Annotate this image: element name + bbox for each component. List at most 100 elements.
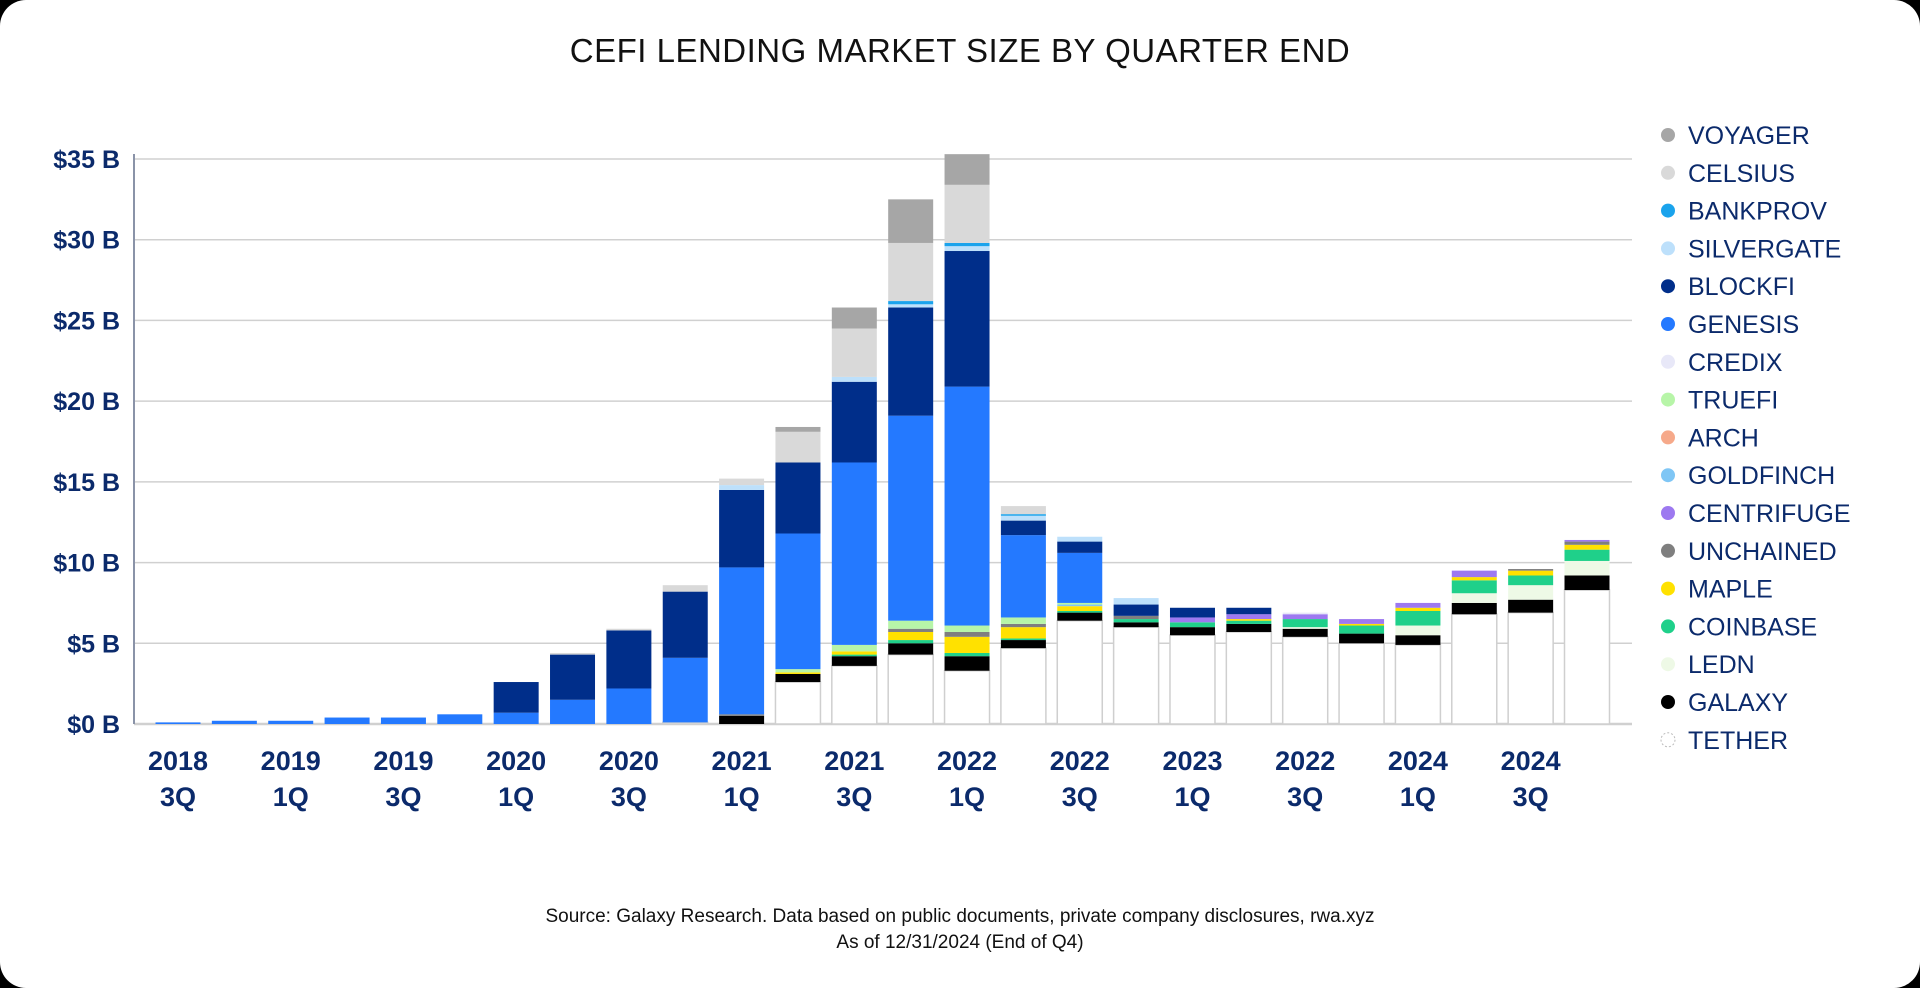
- legend-marker-celsius: [1661, 165, 1675, 180]
- legend-label-voyager: VOYAGER: [1688, 122, 1810, 150]
- legend-marker-blockfi: [1661, 279, 1675, 294]
- bar-segment-blockfi: [493, 682, 539, 713]
- legend-marker-unchained: [1661, 543, 1675, 558]
- bar-segment-galaxy: [1000, 640, 1046, 649]
- bar-segment-truefi: [831, 644, 877, 652]
- bar-segment-silvergate: [1057, 536, 1103, 542]
- bar-segment-celsius: [1000, 506, 1046, 515]
- bar-segment-galaxy: [775, 673, 821, 683]
- bar-segment-coinbase: [944, 652, 990, 657]
- bar-segment-tether: [1056, 619, 1104, 725]
- bar-segment-bankprov: [888, 301, 934, 305]
- legend-marker-tether: [1660, 732, 1676, 748]
- bar-segment-tether: [831, 665, 878, 725]
- bar-segment-silvergate: [831, 376, 877, 382]
- bar-segment-coinbase: [888, 640, 934, 644]
- legend-label-bankprov: BANKPROV: [1688, 198, 1827, 226]
- bar-segment-celsius: [944, 184, 990, 243]
- legend-label-centrifuge: CENTRIFUGE: [1688, 500, 1851, 528]
- bar-segment-galaxy: [1282, 628, 1328, 637]
- x-tick-label: 2022: [1275, 746, 1335, 776]
- x-tick-label: 2024: [1388, 746, 1448, 776]
- bar-segment-celsius: [662, 585, 708, 592]
- legend-marker-maple: [1661, 581, 1675, 596]
- legend-label-goldfinch: GOLDFINCH: [1688, 462, 1835, 490]
- bar-segment-maple: [1226, 619, 1272, 621]
- bar-segment-unchained: [888, 628, 934, 632]
- y-tick-label: $5 B: [67, 630, 120, 658]
- legend-label-celsius: CELSIUS: [1688, 160, 1795, 188]
- y-tick-label: $10 B: [53, 550, 120, 578]
- bar-segment-truefi: [944, 625, 990, 632]
- bar-segment-coinbase: [1508, 575, 1554, 586]
- bar-segment-celsius: [775, 431, 821, 463]
- bar-segment-centrifuge: [1169, 617, 1215, 623]
- bar-segment-bankprov: [944, 242, 990, 247]
- bar-segment-galaxy: [1226, 623, 1272, 632]
- bar-segment-unchained: [1000, 623, 1046, 628]
- bar-segment-ledn: [1508, 585, 1554, 600]
- bar-segment-galaxy: [1057, 612, 1103, 621]
- bar-segment-truefi: [1000, 617, 1046, 624]
- bar-segment-maple: [775, 672, 821, 674]
- bar-segment-blockfi: [888, 307, 934, 416]
- bar-segment-voyager: [775, 426, 821, 432]
- bar-segment-centrifuge: [1226, 614, 1272, 620]
- bar-segment-truefi: [1057, 602, 1103, 605]
- bar-segment-genesis: [211, 720, 257, 724]
- legend-marker-credix: [1661, 354, 1675, 369]
- legend-marker-goldfinch: [1661, 468, 1675, 483]
- x-tick-label: 3Q: [1287, 782, 1323, 812]
- bar-segment-genesis: [493, 712, 539, 724]
- y-tick-label: $30 B: [53, 227, 120, 255]
- bar-segment-blockfi: [719, 489, 765, 568]
- bar-segment-genesis: [268, 720, 314, 724]
- bar-segment-blockfi: [662, 591, 708, 658]
- x-tick-label: 3Q: [611, 782, 647, 812]
- bar-segment-genesis: [719, 567, 765, 715]
- x-tick-label: 2024: [1501, 746, 1561, 776]
- x-tick-label: 2023: [1162, 746, 1222, 776]
- bar-segment-tether: [1563, 589, 1611, 725]
- x-tick-label: 2022: [937, 746, 997, 776]
- x-tick-label: 3Q: [1062, 782, 1098, 812]
- bar-segment-goldfinch: [1057, 604, 1103, 607]
- bar-segment-unchained: [1564, 541, 1610, 545]
- bar-segment-centrifuge: [1451, 570, 1497, 578]
- bar-segment-voyager: [944, 154, 990, 185]
- bar-segment-genesis: [437, 714, 483, 724]
- bar-segment-tether: [661, 721, 709, 725]
- legend-label-silvergate: SILVERGATE: [1688, 235, 1841, 263]
- bar-segment-credix: [1282, 612, 1328, 615]
- bar-segment-bankprov: [1000, 514, 1046, 516]
- x-tick-label: 1Q: [273, 782, 309, 812]
- bar-segment-ledn: [1395, 625, 1441, 636]
- legend-label-galaxy: GALAXY: [1688, 689, 1788, 717]
- x-tick-label: 3Q: [385, 782, 421, 812]
- legend-label-tether: TETHER: [1688, 727, 1788, 755]
- legend-label-genesis: GENESIS: [1688, 311, 1799, 339]
- source-note: Source: Galaxy Research. Data based on p…: [545, 906, 1375, 927]
- bar-segment-genesis: [775, 533, 821, 670]
- bar-segment-tether: [887, 653, 934, 725]
- x-tick-label: 2019: [261, 746, 321, 776]
- x-tick-label: 3Q: [160, 782, 196, 812]
- legend-marker-centrifuge: [1661, 506, 1675, 520]
- legend-marker-truefi: [1661, 392, 1675, 407]
- bar-segment-voyager: [888, 199, 934, 243]
- legend-label-credix: CREDIX: [1688, 349, 1783, 377]
- bar-segment-genesis: [324, 717, 370, 724]
- bar-segment-tether: [943, 669, 991, 725]
- legend-marker-genesis: [1661, 317, 1675, 331]
- bar-segment-ledn: [1282, 627, 1328, 629]
- bar-segment-galaxy: [1339, 633, 1385, 644]
- bar-segment-blockfi: [944, 251, 990, 387]
- bar-segment-blockfi: [831, 381, 877, 463]
- bar-segment-maple: [1000, 627, 1046, 639]
- bar-segment-ledn: [1451, 593, 1497, 603]
- bar-segment-blockfi: [1057, 541, 1103, 553]
- bar-segment-maple: [1508, 570, 1554, 576]
- x-tick-label: 2022: [1050, 746, 1110, 776]
- bar-segment-maple: [1564, 544, 1610, 550]
- legend-label-truefi: TRUEFI: [1688, 387, 1778, 415]
